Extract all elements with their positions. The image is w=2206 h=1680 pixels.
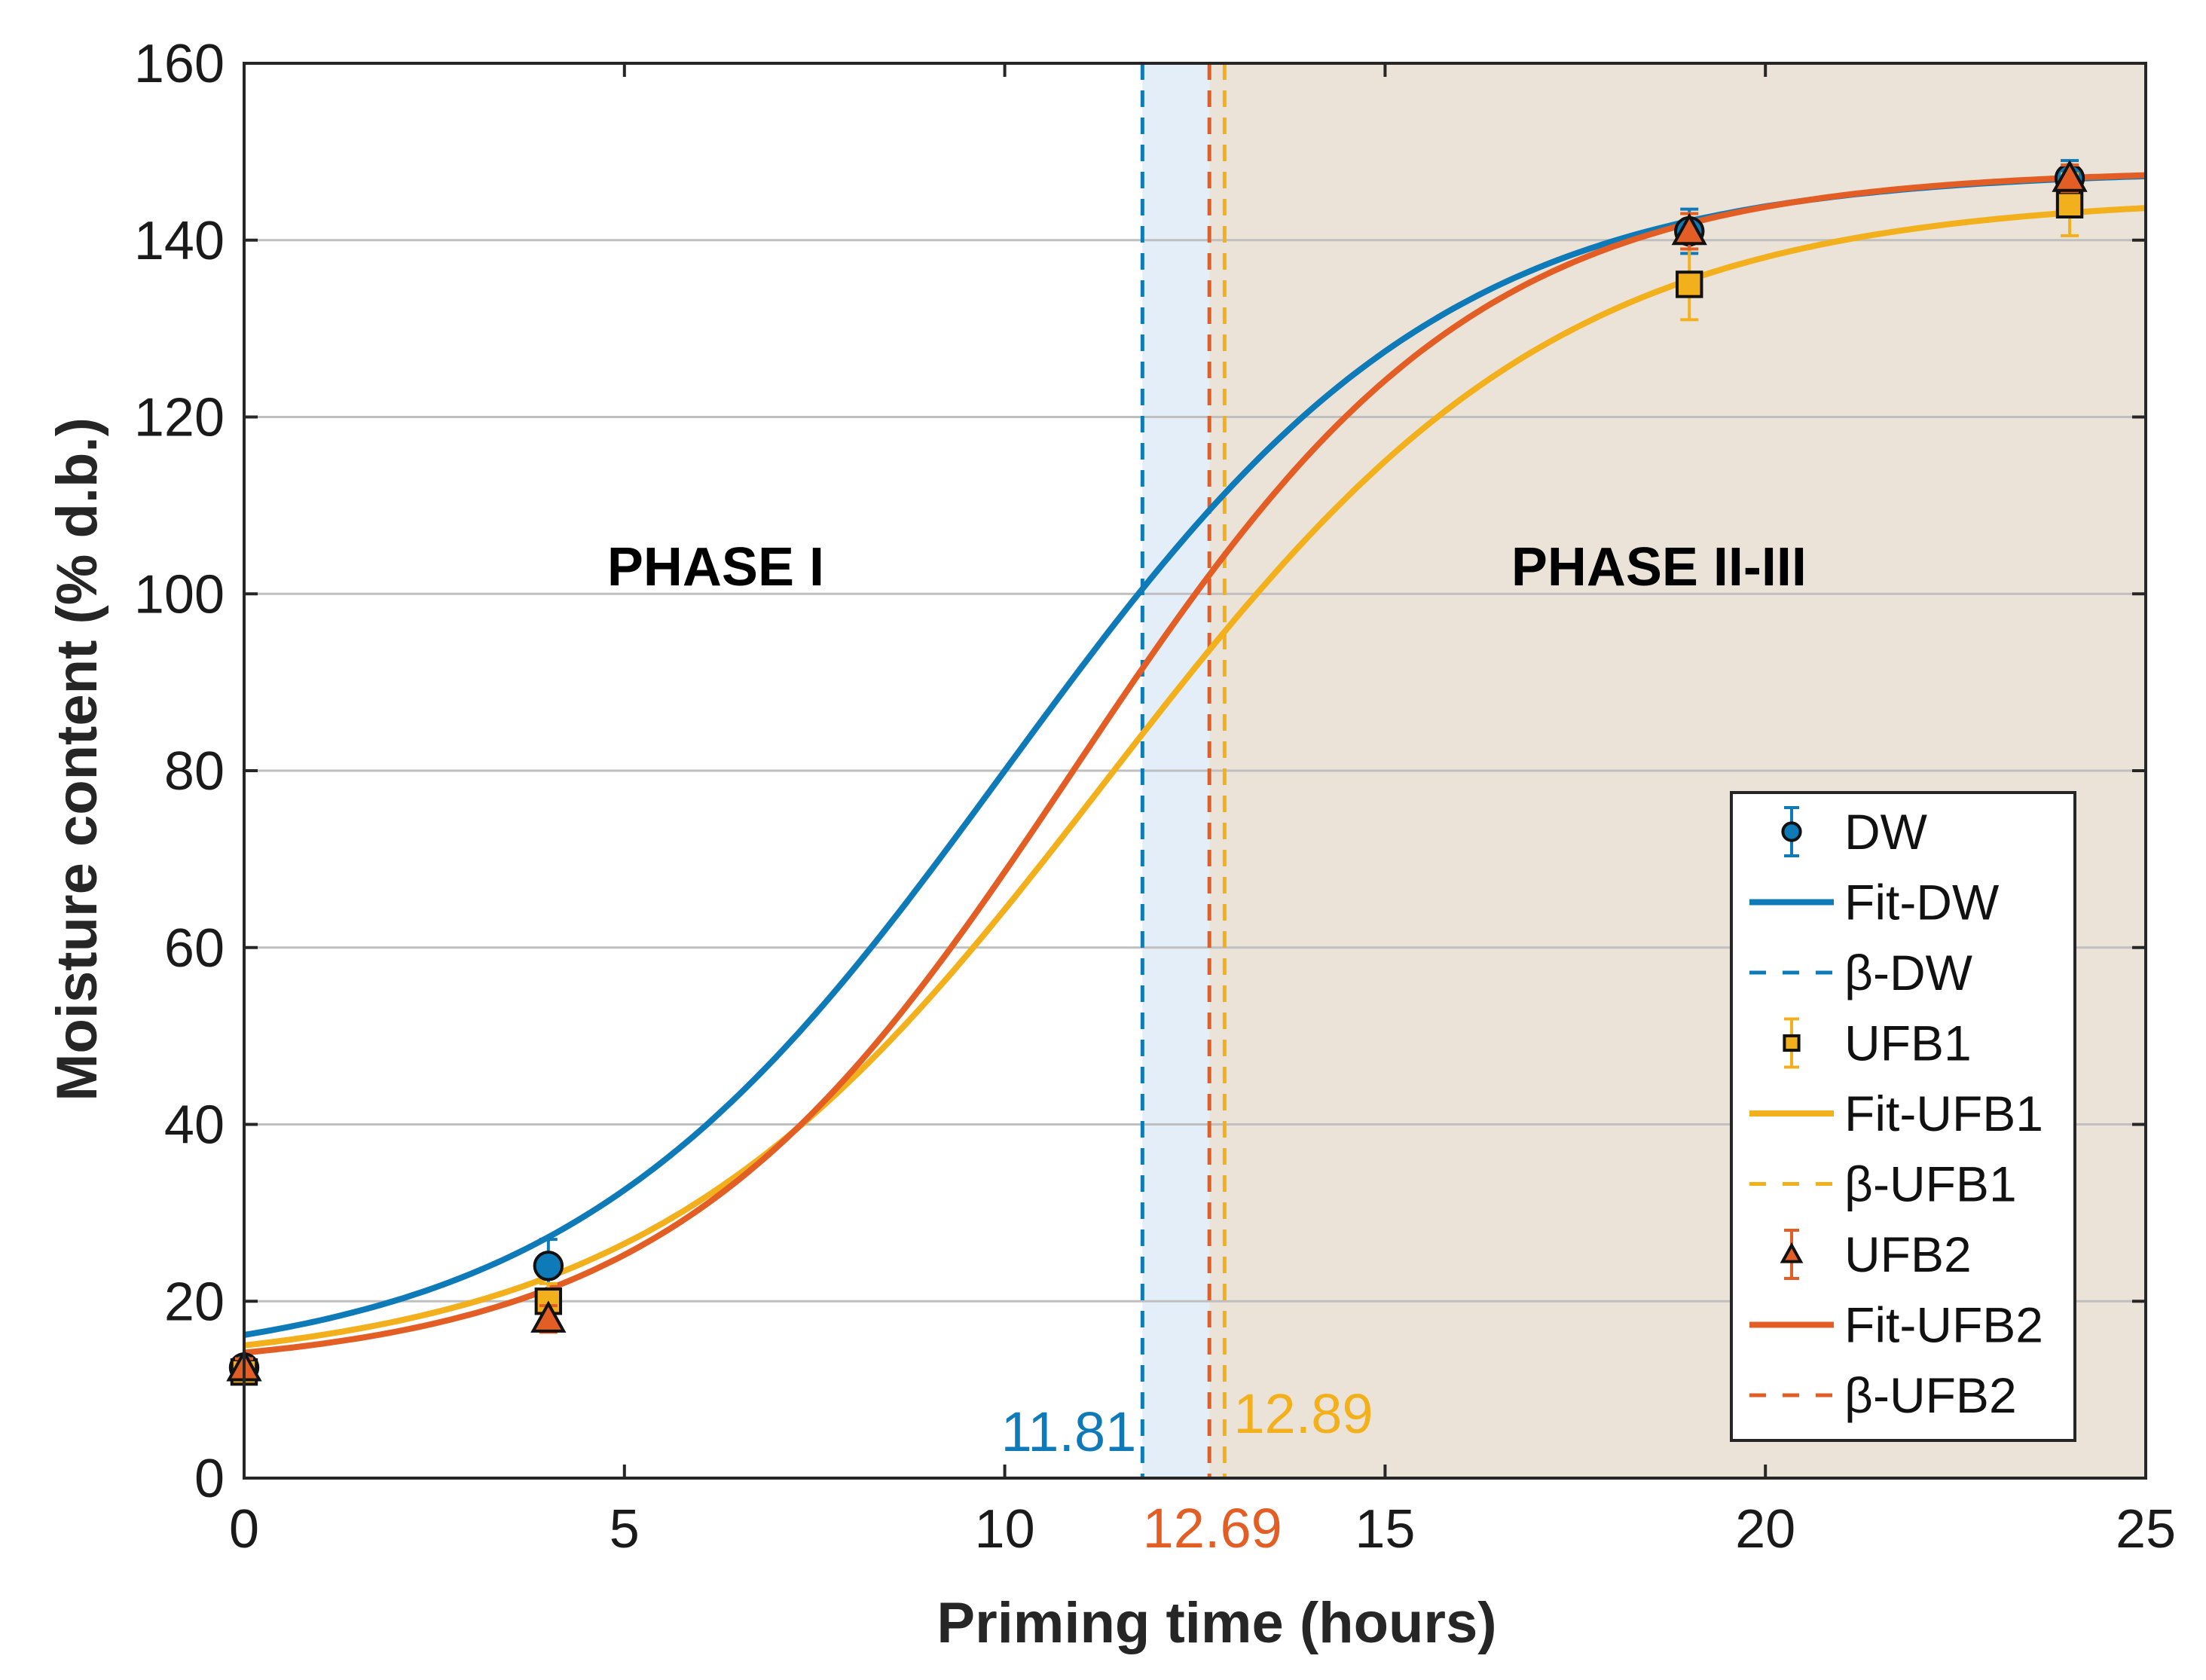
legend-label-marker-ufb2: UFB2 [1844, 1226, 1972, 1282]
x-axis-title: Priming time (hours) [936, 1591, 1496, 1655]
phase-label: PHASE I [607, 537, 824, 597]
data-point-ufb2 [1671, 212, 1707, 251]
marker-triangle [530, 1300, 567, 1333]
x-tick-label: 25 [2116, 1499, 2176, 1559]
x-tick-label: 5 [610, 1499, 640, 1559]
beta-label-dw: 11.81 [1001, 1401, 1137, 1463]
y-tick-label: 160 [134, 34, 225, 94]
legend-label-beta-ufb2: β-UFB2 [1844, 1367, 2017, 1423]
y-tick-label: 100 [134, 564, 225, 625]
data-point-dw [533, 1238, 564, 1294]
marker-triangle [1671, 212, 1707, 246]
legend-item-marker-dw: DW [1781, 804, 1928, 860]
phase-label: PHASE II-III [1511, 537, 1807, 597]
marker-square [1676, 270, 1703, 298]
x-tick-label: 20 [1735, 1499, 1795, 1559]
y-tick-label: 40 [164, 1095, 225, 1156]
legend-item-beta-ufb1: β-UFB1 [1749, 1156, 2017, 1212]
x-tick-label: 15 [1355, 1499, 1415, 1559]
legend-item-fit-dw: Fit-DW [1749, 875, 2000, 930]
legend-item-fit-ufb1: Fit-UFB1 [1749, 1086, 2043, 1141]
legend-label-beta-dw: β-DW [1844, 945, 1973, 1000]
beta-labels: 11.81 12.89 12.69 [1001, 1382, 1373, 1559]
beta-label-ufb1: 12.89 [1233, 1382, 1373, 1445]
data-point-ufb2 [530, 1300, 567, 1334]
marker-triangle [2052, 160, 2088, 192]
legend-item-fit-ufb2: Fit-UFB2 [1749, 1297, 2043, 1353]
fit-curve-ufb2 [243, 172, 2146, 1356]
y-axis-title: Moisture content (% d.b.) [45, 417, 109, 1101]
axes: 0 20 40 60 80 100 120 140 160 0 5 10 15 20 25 [134, 34, 2176, 1559]
legend-marker-triangle [1780, 1242, 1804, 1263]
y-tick-label: 20 [164, 1272, 225, 1332]
legend: DW Fit-DW β-DW UFB1 Fit-UFB1 β-UFB1 UFB2 Fit-UF… [1730, 791, 2076, 1442]
legend-item-marker-ufb1: UFB1 [1783, 1016, 1972, 1071]
legend-label-fit-dw: Fit-DW [1844, 875, 2000, 930]
legend-marker-square [1783, 1034, 1801, 1052]
legend-label-marker-ufb1: UFB1 [1844, 1016, 1972, 1071]
legend-label-beta-ufb1: β-UFB1 [1844, 1156, 2017, 1212]
phase-labels: PHASE I PHASE II-III [607, 537, 1807, 597]
legend-item-beta-dw: β-DW [1749, 945, 1973, 1000]
legend-marker-circle [1781, 821, 1802, 842]
y-tick-label: 60 [164, 918, 225, 979]
x-tick-label: 10 [975, 1499, 1035, 1559]
beta-label-ufb2: 12.69 [1143, 1497, 1282, 1559]
legend-item-marker-ufb2: UFB2 [1780, 1226, 1972, 1282]
data-point-ufb2 [2052, 160, 2088, 194]
y-tick-label: 0 [194, 1449, 225, 1509]
y-tick-label: 140 [134, 211, 225, 271]
beta-lines [1140, 63, 1227, 1478]
y-tick-label: 120 [134, 388, 225, 448]
legend-label-fit-ufb2: Fit-UFB2 [1844, 1297, 2043, 1353]
legend-label-fit-ufb1: Fit-UFB1 [1844, 1086, 2043, 1141]
marker-circle [533, 1251, 564, 1281]
x-tick-label: 0 [229, 1499, 259, 1559]
legend-item-beta-ufb2: β-UFB2 [1749, 1367, 2017, 1423]
legend-label-marker-dw: DW [1844, 804, 1928, 860]
y-tick-label: 80 [164, 741, 225, 802]
data-point-ufb1 [1676, 247, 1703, 322]
marker-square [2055, 191, 2084, 219]
